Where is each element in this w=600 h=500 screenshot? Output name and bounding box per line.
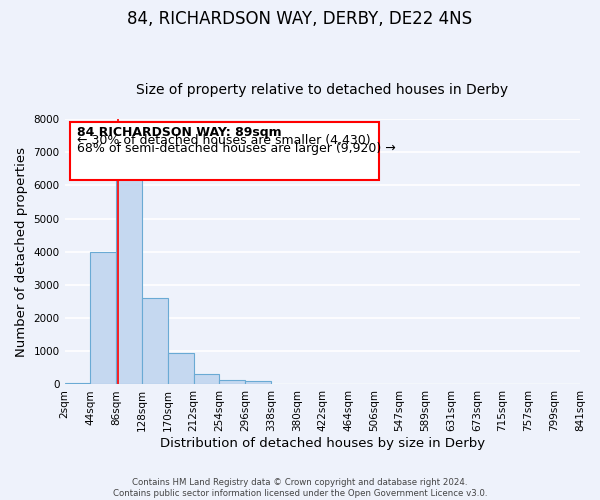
Text: 68% of semi-detached houses are larger (9,920) →: 68% of semi-detached houses are larger (… xyxy=(77,142,396,154)
X-axis label: Distribution of detached houses by size in Derby: Distribution of detached houses by size … xyxy=(160,437,485,450)
Bar xyxy=(245,381,271,384)
Bar xyxy=(142,298,168,384)
Bar xyxy=(168,353,194,384)
Title: Size of property relative to detached houses in Derby: Size of property relative to detached ho… xyxy=(136,83,508,97)
Bar xyxy=(116,166,142,384)
Text: 84 RICHARDSON WAY: 89sqm: 84 RICHARDSON WAY: 89sqm xyxy=(77,126,282,138)
Bar xyxy=(65,383,91,384)
FancyBboxPatch shape xyxy=(70,122,379,180)
Bar xyxy=(220,380,245,384)
Text: Contains HM Land Registry data © Crown copyright and database right 2024.
Contai: Contains HM Land Registry data © Crown c… xyxy=(113,478,487,498)
Y-axis label: Number of detached properties: Number of detached properties xyxy=(15,146,28,356)
Text: 84, RICHARDSON WAY, DERBY, DE22 4NS: 84, RICHARDSON WAY, DERBY, DE22 4NS xyxy=(127,10,473,28)
Bar xyxy=(194,374,220,384)
Bar xyxy=(91,252,116,384)
Text: ← 30% of detached houses are smaller (4,430): ← 30% of detached houses are smaller (4,… xyxy=(77,134,371,146)
